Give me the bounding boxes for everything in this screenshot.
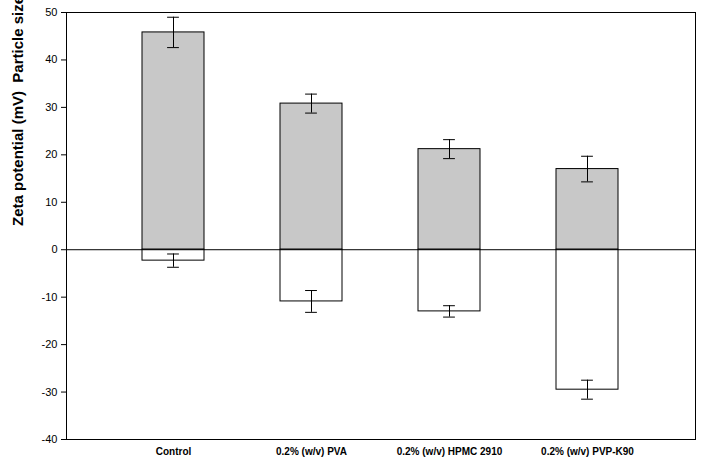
svg-text:0.2% (w/v) HPMC 2910: 0.2% (w/v) HPMC 2910 [397,446,503,457]
svg-text:0.2% (w/v) PVP-K90: 0.2% (w/v) PVP-K90 [541,446,634,457]
svg-text:Zeta potential (mV) Particle: Zeta potential (mV) Particle size (μm, r… [9,0,26,226]
svg-text:40: 40 [45,53,57,65]
svg-text:-10: -10 [42,291,58,303]
svg-text:-20: -20 [42,338,58,350]
svg-text:30: 30 [45,101,57,113]
svg-text:10: 10 [45,196,57,208]
svg-text:0.2% (w/v) PVA: 0.2% (w/v) PVA [276,446,347,457]
svg-text:20: 20 [45,148,57,160]
svg-text:-40: -40 [42,433,58,445]
svg-text:50: 50 [45,6,57,18]
svg-text:Control: Control [156,446,192,457]
svg-text:0: 0 [51,243,57,255]
svg-text:-30: -30 [42,386,58,398]
